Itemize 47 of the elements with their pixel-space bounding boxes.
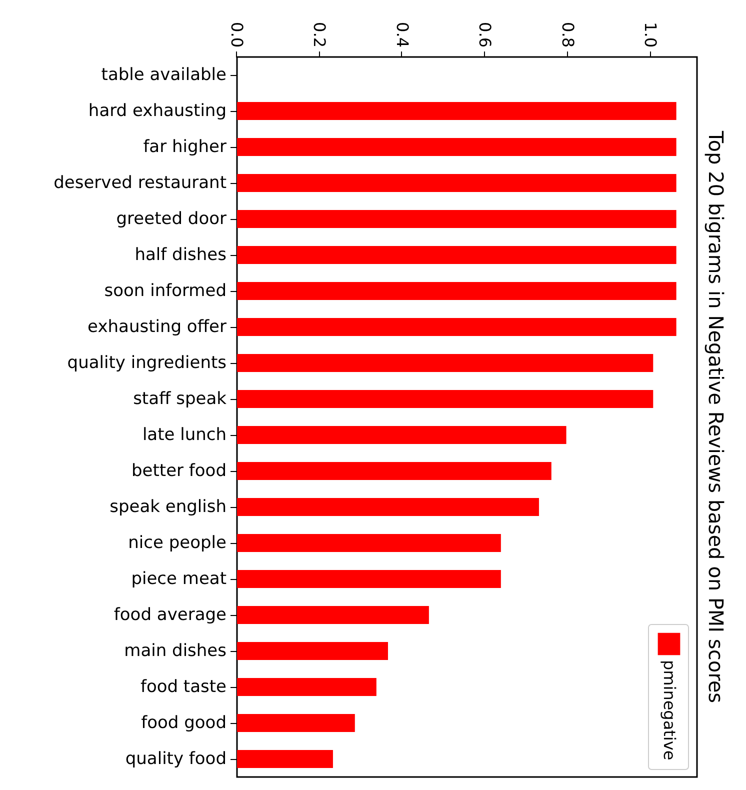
bar xyxy=(237,462,552,480)
bar xyxy=(237,714,355,732)
bar xyxy=(237,570,501,588)
x-tick-label: 1.0 xyxy=(641,22,660,48)
x-tick-label: 0.0 xyxy=(228,22,246,48)
y-tick-label: far higher xyxy=(143,137,227,157)
bar xyxy=(237,174,676,192)
y-tick-label: nice people xyxy=(128,533,226,553)
bar xyxy=(237,606,429,624)
bar xyxy=(237,750,333,768)
text: Top 20 bigrams in Negative Reviews based on PMI scores xyxy=(704,130,728,704)
y-tick-label: piece meat xyxy=(131,569,227,589)
bar xyxy=(237,642,388,660)
bar xyxy=(237,678,376,696)
y-tick-label: soon informed xyxy=(104,281,226,301)
y-tick-label: main dishes xyxy=(124,641,227,661)
y-tick-label: greeted door xyxy=(116,209,226,229)
bar xyxy=(237,246,676,264)
y-tick-label: exhausting offer xyxy=(88,317,227,337)
y-tick-label: table available xyxy=(101,65,226,85)
y-tick-label: hard exhausting xyxy=(88,101,226,121)
bar xyxy=(237,534,501,552)
y-tick-label: food average xyxy=(114,605,226,625)
y-tick-label: speak english xyxy=(110,497,226,517)
x-tick-label: 0.6 xyxy=(476,22,495,48)
bar xyxy=(237,138,676,156)
x-tick-label: 0.2 xyxy=(310,22,330,48)
x-tick-label: 0.4 xyxy=(392,22,412,48)
bar xyxy=(237,390,654,408)
y-tick-label: food good xyxy=(141,713,226,733)
legend-label: pminegative xyxy=(660,660,679,760)
bar xyxy=(237,210,676,228)
bar xyxy=(237,498,539,516)
bar xyxy=(237,102,676,120)
y-tick-label: staff speak xyxy=(133,389,227,409)
x-tick-label: 0.8 xyxy=(558,22,578,48)
y-tick-label: late lunch xyxy=(142,425,226,445)
y-tick-label: deserved restaurant xyxy=(54,173,227,193)
bar xyxy=(237,426,566,444)
y-tick-label: quality ingredients xyxy=(67,353,227,373)
y-tick-label: half dishes xyxy=(134,245,227,265)
y-tick-label: better food xyxy=(131,461,226,481)
bar xyxy=(237,318,676,336)
bar xyxy=(237,282,676,300)
y-tick-label: quality food xyxy=(125,749,226,769)
y-tick-label: food taste xyxy=(140,677,226,697)
bar xyxy=(237,354,654,372)
